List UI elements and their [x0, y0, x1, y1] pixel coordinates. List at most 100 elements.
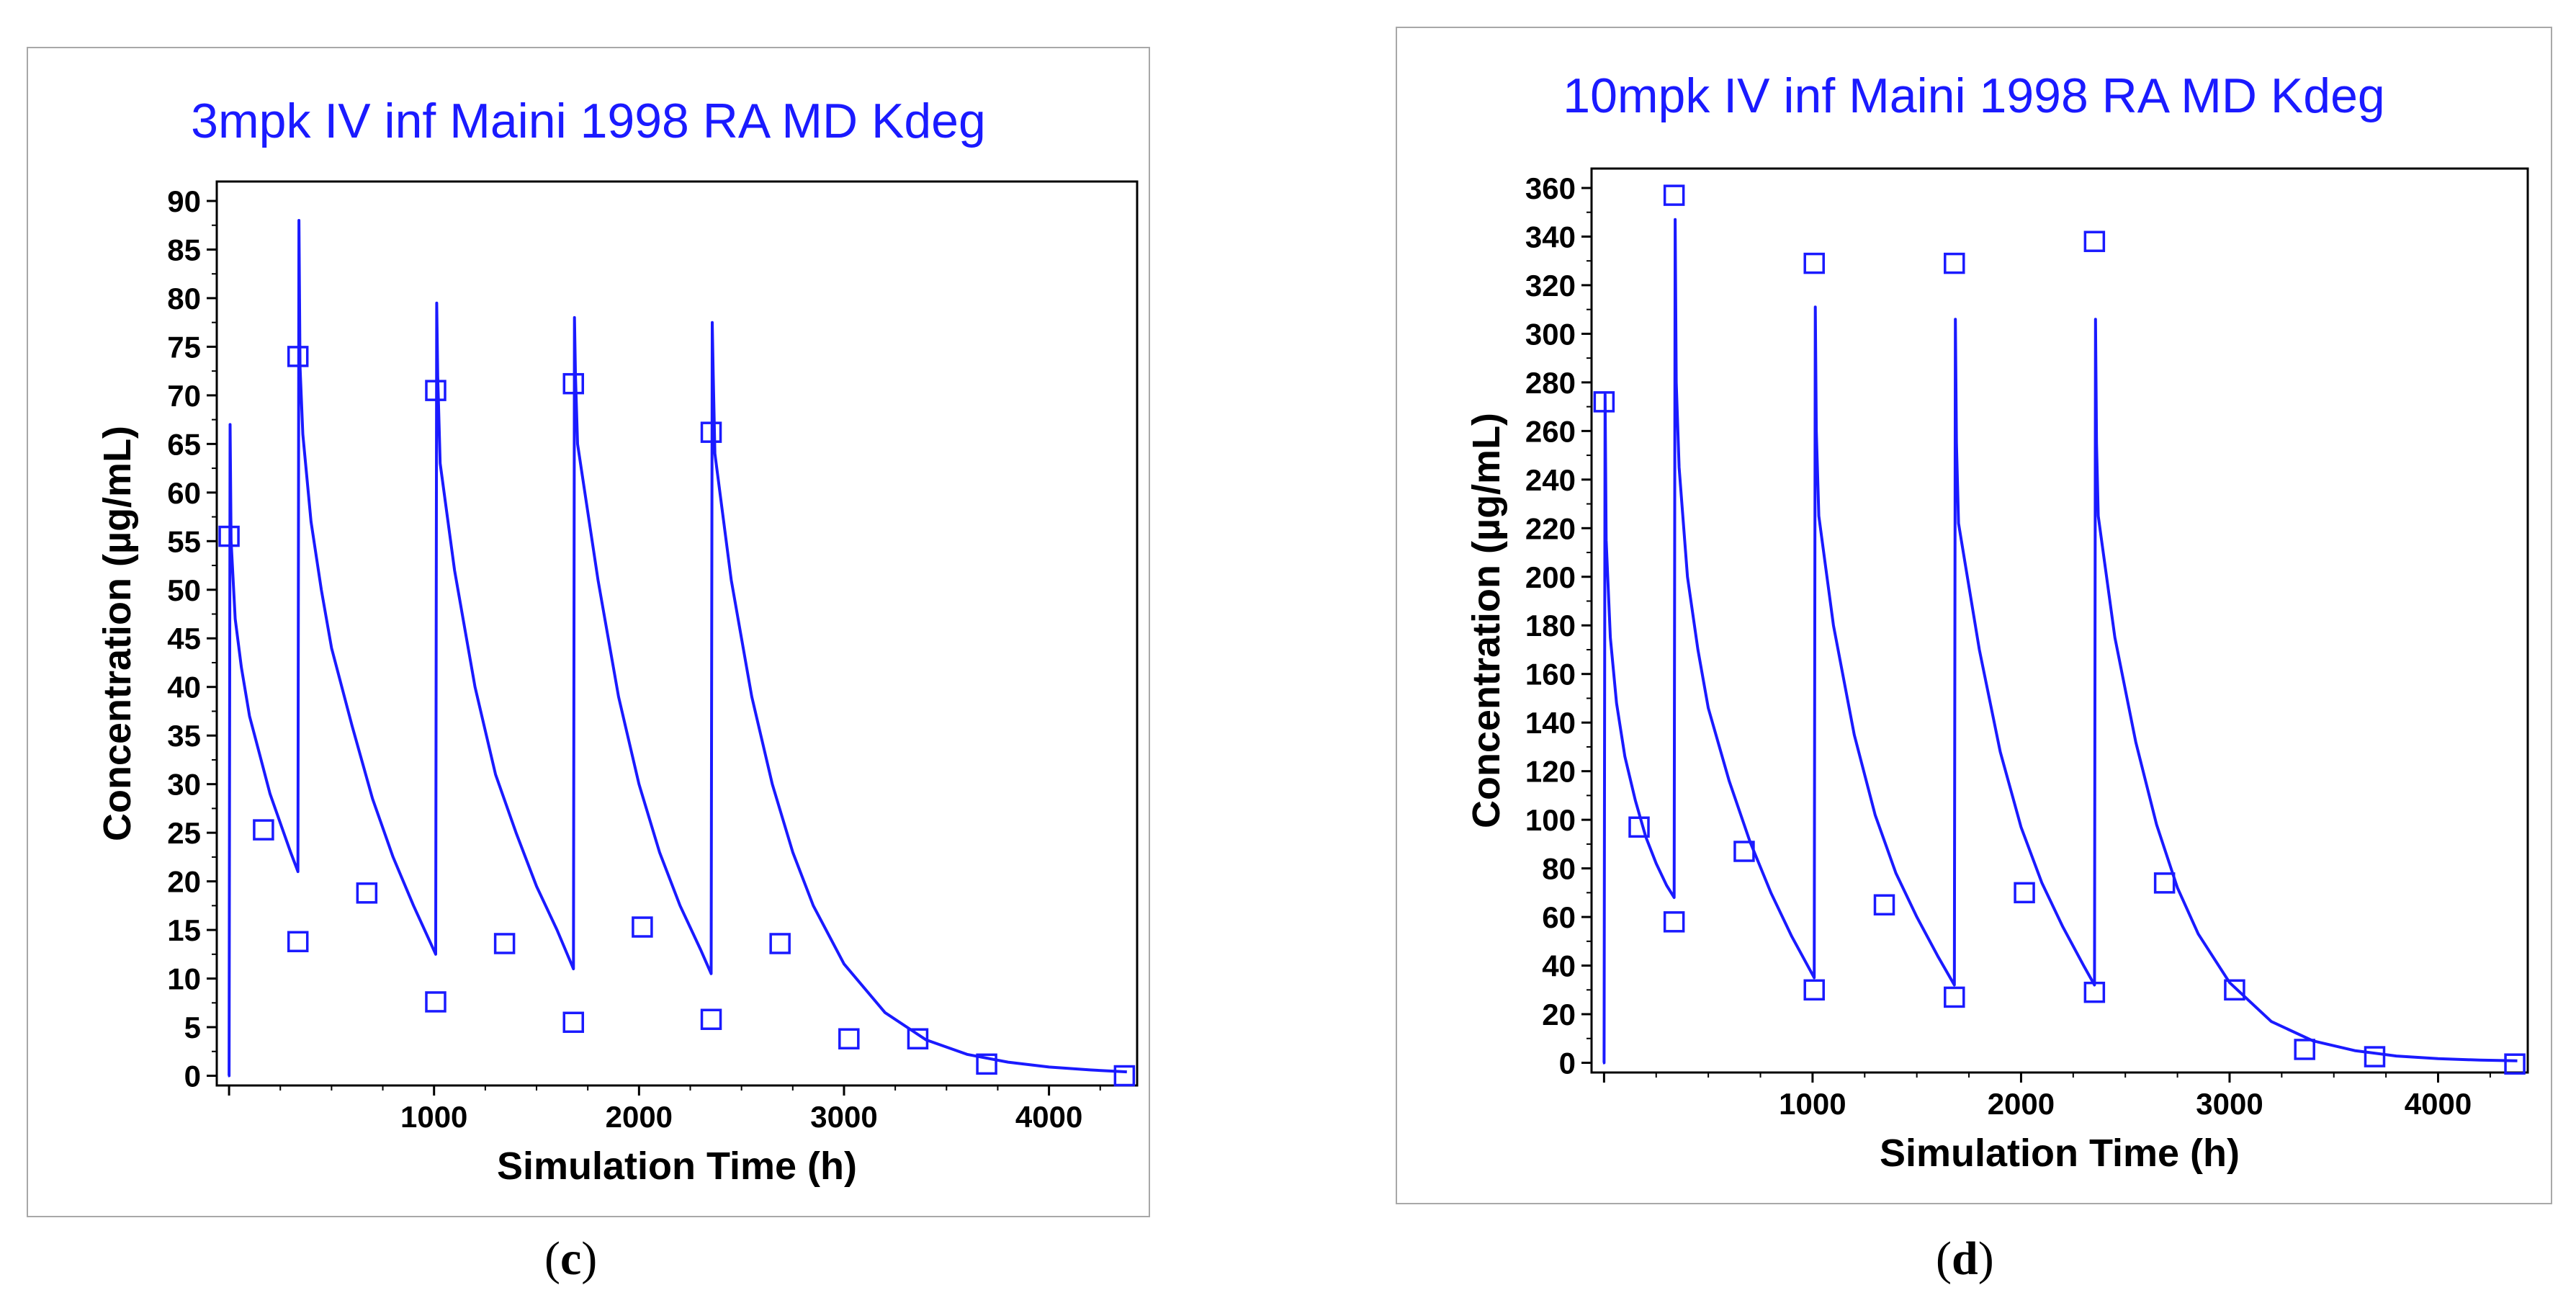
y-tick-label-c: 75 — [167, 330, 201, 364]
simulation-line-c — [228, 219, 1127, 1078]
caption-c-letter: c — [560, 1232, 582, 1285]
observed-point-d — [1593, 391, 1615, 413]
chart-d: 0 20 40 60 80 100 120 140 160 180 200 220 240 260 280 3… — [1465, 167, 2529, 1175]
panel-c: 3mpk IV inf Maini 1998 RA MD Kdeg 0 5 10 15… — [27, 47, 1150, 1217]
y-tick-label-c: 40 — [167, 671, 201, 704]
x-tick-label-c: 2000 — [606, 1100, 673, 1134]
x-tick-label-d: 2000 — [1988, 1087, 2055, 1121]
x-tick-label-d: 4000 — [2405, 1087, 2472, 1121]
y-tick-label-d: 40 — [1542, 949, 1576, 983]
observed-point-c — [425, 380, 446, 401]
y-tick-label-c: 55 — [167, 524, 201, 558]
y-tick-label-c: 35 — [167, 719, 201, 753]
observed-point-d — [1803, 252, 1825, 274]
observed-point-c — [493, 933, 516, 954]
x-tick-label-c: 3000 — [810, 1100, 877, 1134]
y-tick-label-c: 60 — [167, 476, 201, 510]
panel-d: 10mpk IV inf Maini 1998 RA MD Kdeg 0 20 40… — [1396, 27, 2552, 1204]
observed-point-c — [287, 346, 309, 367]
observed-point-d — [1733, 841, 1755, 862]
observed-point-d — [1803, 979, 1825, 1001]
y-axis-title-c: Concentration (µg/mL) — [96, 426, 139, 841]
observed-point-c — [907, 1028, 929, 1049]
y-tick-label-c: 85 — [167, 233, 201, 267]
observed-point-d — [2364, 1046, 2386, 1067]
plot-frame-c — [215, 180, 1139, 1087]
y-tick-label-c: 30 — [167, 768, 201, 802]
y-tick-label-d: 240 — [1525, 463, 1576, 497]
observed-point-c — [425, 991, 446, 1013]
observed-point-d — [2294, 1039, 2315, 1060]
y-tick-label-d: 280 — [1525, 366, 1576, 400]
y-tick-label-d: 140 — [1525, 706, 1576, 740]
y-tick-label-d: 100 — [1525, 803, 1576, 837]
x-axis-title-c: Simulation Time (h) — [497, 1145, 857, 1188]
y-tick-label-d: 320 — [1525, 269, 1576, 303]
observed-point-c — [838, 1028, 860, 1049]
x-tick-label-c: 1000 — [400, 1100, 467, 1134]
observed-point-c — [218, 525, 240, 547]
y-tick-label-c: 50 — [167, 573, 201, 607]
y-tick-label-d: 120 — [1525, 755, 1576, 789]
observed-point-d — [2224, 979, 2245, 1001]
observed-point-d — [1663, 184, 1685, 206]
observed-point-c — [1113, 1065, 1136, 1087]
y-tick-label-c: 10 — [167, 962, 201, 996]
observed-point-c — [700, 1008, 722, 1030]
y-tick-label-d: 340 — [1525, 220, 1576, 254]
observed-point-d — [2153, 872, 2176, 894]
observed-point-c — [632, 916, 653, 938]
y-tick-label-c: 90 — [167, 184, 201, 218]
y-tick-label-d: 220 — [1525, 511, 1576, 545]
observed-point-c — [700, 421, 722, 443]
y-tick-label-d: 200 — [1525, 560, 1576, 594]
y-tick-label-d: 360 — [1525, 171, 1576, 205]
observed-point-c — [562, 372, 585, 395]
y-tick-label-c: 15 — [167, 913, 201, 947]
observed-point-d — [2014, 882, 2035, 904]
simulation-line-d — [1602, 218, 2518, 1065]
x-tick-label-d: 1000 — [1779, 1087, 1846, 1121]
y-tick-label-d: 260 — [1525, 414, 1576, 448]
plot-frame-d — [1590, 167, 2529, 1074]
x-tick-label-c: 4000 — [1015, 1100, 1082, 1134]
y-tick-label-c: 65 — [167, 427, 201, 461]
caption-d: (d) — [1936, 1232, 1994, 1285]
chart-c: 0 5 10 15 20 25 30 35 40 45 50 55 60 65 70 75 80 85 90 1000… — [96, 180, 1139, 1188]
y-tick-label-d: 60 — [1542, 900, 1576, 934]
y-tick-label-c: 45 — [167, 622, 201, 655]
y-tick-label-d: 80 — [1542, 852, 1576, 886]
chart-title-d: 10mpk IV inf Maini 1998 RA MD Kdeg — [1563, 68, 2385, 123]
observed-point-c — [253, 819, 274, 841]
observed-point-d — [1944, 986, 1965, 1008]
observed-point-c — [287, 931, 309, 953]
y-tick-label-c: 25 — [167, 816, 201, 850]
observed-point-d — [1628, 816, 1650, 838]
observed-point-d — [2083, 230, 2106, 252]
y-tick-label-c: 70 — [167, 379, 201, 413]
y-tick-label-c: 80 — [167, 282, 201, 315]
observed-point-d — [1944, 252, 1965, 274]
y-tick-label-d: 0 — [1559, 1047, 1576, 1080]
observed-point-d — [1873, 894, 1895, 915]
y-tick-label-c: 5 — [184, 1011, 201, 1044]
observed-point-d — [2083, 981, 2106, 1003]
caption-c: (c) — [544, 1232, 598, 1285]
y-tick-label-d: 300 — [1525, 317, 1576, 351]
y-tick-label-d: 20 — [1542, 998, 1576, 1031]
y-axis-title-d: Concentration (µg/mL) — [1465, 413, 1508, 828]
caption-d-letter: d — [1951, 1232, 1978, 1285]
y-tick-label-c: 20 — [167, 865, 201, 899]
y-tick-label-d: 160 — [1525, 658, 1576, 691]
x-tick-label-d: 3000 — [2196, 1087, 2263, 1121]
x-axis-title-d: Simulation Time (h) — [1880, 1132, 2240, 1175]
chart-title-c: 3mpk IV inf Maini 1998 RA MD Kdeg — [191, 94, 986, 148]
observed-point-c — [976, 1053, 997, 1075]
y-tick-label-d: 180 — [1525, 609, 1576, 642]
y-tick-label-c: 0 — [184, 1060, 201, 1093]
observed-point-c — [769, 933, 791, 954]
observed-point-d — [1663, 911, 1685, 933]
observed-point-c — [356, 882, 378, 904]
observed-point-d — [2504, 1053, 2526, 1075]
observed-point-c — [562, 1011, 585, 1034]
